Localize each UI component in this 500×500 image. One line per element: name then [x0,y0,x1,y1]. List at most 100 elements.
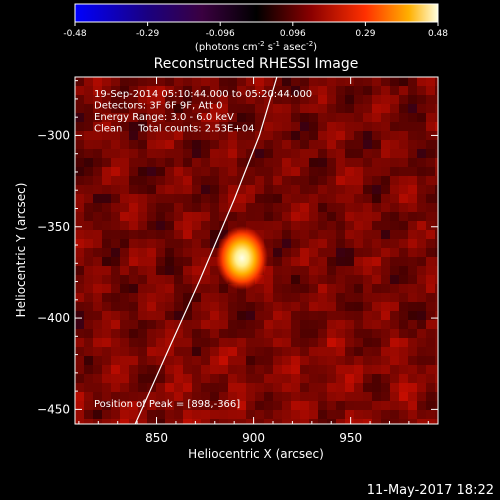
heatmap-cell [372,212,382,222]
heatmap-cell [255,104,265,114]
heatmap-cell [138,302,148,312]
heatmap-cell [165,338,175,348]
heatmap-cell [84,302,94,312]
heatmap-cell [237,95,247,105]
heatmap-cell [75,149,85,159]
heatmap-cell [390,248,400,258]
heatmap-cell [318,194,328,204]
heatmap-cell [228,86,238,96]
heatmap-cell [273,131,283,141]
heatmap-cell [156,356,166,366]
heatmap-cell [129,392,139,402]
heatmap-cell [237,374,247,384]
heatmap-cell [381,311,391,321]
heatmap-cell [399,86,409,96]
heatmap-cell [381,401,391,411]
heatmap-cell [228,122,238,132]
heatmap-cell [372,203,382,213]
heatmap-cell [336,95,346,105]
heatmap-cell [390,410,400,420]
heatmap-cell [264,293,274,303]
heatmap-cell [84,140,94,150]
heatmap-cell [201,230,211,240]
heatmap-cell [417,356,427,366]
heatmap-cell [417,77,427,87]
heatmap-cell [435,203,438,213]
heatmap-cell [255,410,265,420]
heatmap-cell [93,122,103,132]
heatmap-cell [336,131,346,141]
heatmap-cell [291,167,301,177]
heatmap-cell [147,257,157,267]
heatmap-cell [156,86,166,96]
heatmap-cell [417,140,427,150]
heatmap-cell [120,221,130,231]
heatmap-cell [345,410,355,420]
heatmap-cell [210,293,220,303]
heatmap-cell [183,257,193,267]
heatmap-cell [354,230,364,240]
heatmap-cell [210,185,220,195]
heatmap-cell [183,374,193,384]
heatmap-cell [147,113,157,123]
heatmap-cell [183,320,193,330]
heatmap-cell [354,293,364,303]
heatmap-cell [390,185,400,195]
heatmap-cell [174,185,184,195]
heatmap-cell [345,86,355,96]
heatmap-cell [246,419,256,424]
heatmap-cell [354,104,364,114]
heatmap-cell [111,194,121,204]
heatmap-cell [435,77,438,87]
heatmap-cell [120,203,130,213]
heatmap-cell [327,230,337,240]
heatmap-cell [84,203,94,213]
heatmap-cell [318,104,328,114]
heatmap-cell [192,365,202,375]
heatmap-cell [84,329,94,339]
heatmap-cell [309,185,319,195]
heatmap-cell [336,419,346,424]
heatmap-cell [75,104,85,114]
heatmap-cell [93,356,103,366]
heatmap-cell [372,410,382,420]
heatmap-cell [219,329,229,339]
heatmap-cell [372,392,382,402]
heatmap-cell [219,410,229,420]
heatmap-cell [273,329,283,339]
heatmap-cell [156,122,166,132]
heatmap-cell [390,221,400,231]
heatmap-cell [273,185,283,195]
heatmap-cell [165,374,175,384]
heatmap-cell [210,356,220,366]
heatmap-cell [291,158,301,168]
heatmap-cell [381,158,391,168]
heatmap-cell [165,122,175,132]
heatmap-cell [291,374,301,384]
heatmap-cell [183,140,193,150]
flare-peak-source [216,226,268,290]
heatmap-cell [309,77,319,87]
heatmap-cell [237,410,247,420]
heatmap-cell [435,347,438,357]
heatmap-cell [282,185,292,195]
heatmap-cell [129,131,139,141]
heatmap-cell [426,347,436,357]
heatmap-cell [138,212,148,222]
heatmap-cell [345,176,355,186]
heatmap-cell [228,158,238,168]
heatmap-cell [435,356,438,366]
heatmap-cell [183,329,193,339]
heatmap-cell [174,194,184,204]
heatmap-cell [138,176,148,186]
heatmap-cell [156,194,166,204]
heatmap-cell [426,248,436,258]
heatmap-cell [84,419,94,424]
heatmap-cell [138,257,148,267]
heatmap-cell [264,167,274,177]
heatmap-cell [147,275,157,285]
heatmap-cell [309,320,319,330]
heatmap-cell [228,131,238,141]
heatmap-cell [309,203,319,213]
heatmap-cell [228,311,238,321]
